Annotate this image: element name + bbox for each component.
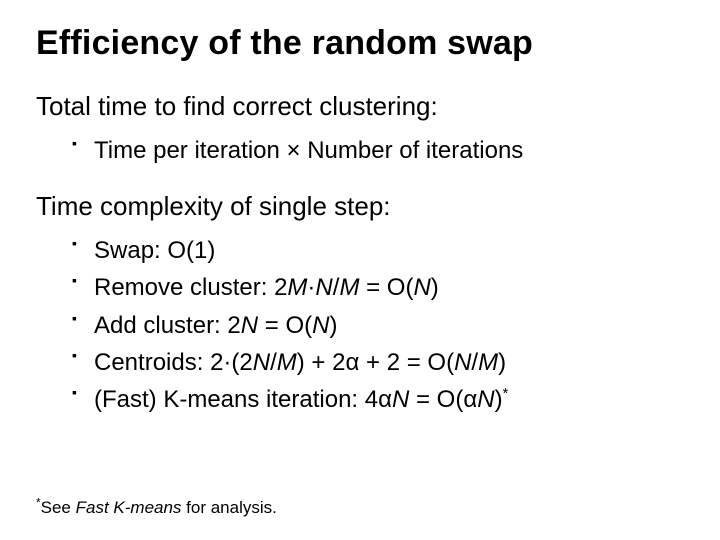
multiply-symbol: × <box>287 137 301 164</box>
close: ) <box>495 386 503 413</box>
list-item: Swap: O(1) <box>72 232 684 269</box>
alpha: α <box>345 349 359 376</box>
var: M <box>478 349 498 376</box>
expr: 2 <box>274 274 287 301</box>
slide-title: Efficiency of the random swap <box>36 24 684 63</box>
label: Swap: <box>94 237 167 264</box>
label: Centroids: <box>94 349 210 376</box>
alpha: α <box>378 386 392 413</box>
text: + 2 = O( <box>359 349 454 376</box>
text: Time per iteration <box>94 137 287 164</box>
superscript-star: * <box>503 386 509 402</box>
op: / <box>270 349 277 376</box>
section-header-total-time: Total time to find correct clustering: <box>36 91 684 122</box>
text: Number of iterations <box>301 137 524 164</box>
expr: O(1) <box>167 237 215 264</box>
var: M <box>277 349 297 376</box>
close: ) <box>329 312 337 339</box>
label: (Fast) K-means iteration: <box>94 386 365 413</box>
footnote-italic: Fast K-means <box>76 498 182 517</box>
label: Remove cluster: <box>94 274 274 301</box>
list-item: Centroids: 2·(2N/M) + 2α + 2 = O(N/M) <box>72 344 684 381</box>
eq: = O( <box>409 386 463 413</box>
expr: 4 <box>365 386 378 413</box>
var: N <box>253 349 270 376</box>
footnote: *See Fast K-means for analysis. <box>36 498 277 518</box>
var: N <box>392 386 409 413</box>
close: ) <box>498 349 506 376</box>
close: ) <box>431 274 439 301</box>
var: N <box>413 274 430 301</box>
expr: 2·(2 <box>210 349 253 376</box>
var: N <box>241 312 258 339</box>
var: N <box>477 386 494 413</box>
section-header-complexity: Time complexity of single step: <box>36 191 684 222</box>
alpha: α <box>463 386 477 413</box>
list-item: Remove cluster: 2M·N/M = O(N) <box>72 269 684 306</box>
var: M <box>339 274 359 301</box>
bullet-list-complexity: Swap: O(1) Remove cluster: 2M·N/M = O(N)… <box>36 232 684 418</box>
text: ) + 2 <box>297 349 346 376</box>
footnote-post: for analysis. <box>181 498 276 517</box>
var: N <box>454 349 471 376</box>
var: N <box>312 312 329 339</box>
eq: = O( <box>359 274 413 301</box>
label: Add cluster: <box>94 312 227 339</box>
eq: = O( <box>258 312 312 339</box>
footnote-pre: See <box>41 498 76 517</box>
list-item: (Fast) K-means iteration: 4αN = O(αN)* <box>72 381 684 418</box>
var: M <box>287 274 307 301</box>
expr: 2 <box>227 312 240 339</box>
list-item: Time per iteration × Number of iteration… <box>72 132 684 169</box>
list-item: Add cluster: 2N = O(N) <box>72 307 684 344</box>
bullet-list-total-time: Time per iteration × Number of iteration… <box>36 132 684 169</box>
var: N <box>315 274 332 301</box>
